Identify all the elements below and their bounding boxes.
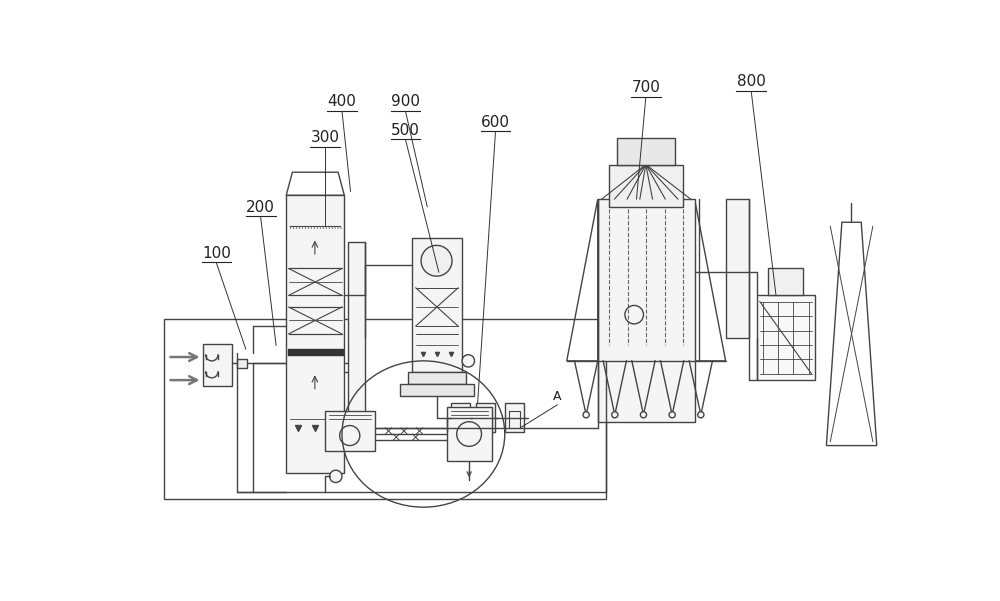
Bar (202, 344, 232, 386)
Circle shape (462, 355, 475, 367)
Bar (348, 242, 365, 434)
Bar (617, 138, 675, 165)
Bar (400, 384, 474, 395)
Bar (412, 237, 462, 373)
Text: 900: 900 (391, 94, 420, 109)
Circle shape (583, 412, 589, 418)
Bar (768, 269, 803, 296)
Circle shape (330, 470, 342, 483)
Circle shape (640, 412, 647, 418)
Bar (447, 407, 492, 461)
Circle shape (698, 412, 704, 418)
Text: A: A (553, 390, 562, 403)
Bar (505, 403, 524, 433)
Bar (757, 296, 815, 380)
Bar (164, 319, 606, 499)
Circle shape (612, 412, 618, 418)
Bar (288, 349, 343, 355)
Text: 700: 700 (631, 80, 660, 95)
Bar (325, 411, 375, 451)
Bar (286, 195, 344, 472)
Text: 600: 600 (481, 115, 510, 130)
Text: 300: 300 (310, 130, 339, 145)
Circle shape (421, 245, 452, 276)
Text: 200: 200 (246, 200, 275, 215)
Bar (609, 165, 683, 207)
Text: 400: 400 (328, 94, 356, 109)
Text: 500: 500 (391, 123, 420, 138)
Text: 800: 800 (737, 74, 766, 89)
Bar (237, 359, 247, 368)
Bar (408, 373, 466, 384)
Bar (476, 403, 495, 433)
Circle shape (669, 412, 675, 418)
Text: 100: 100 (202, 246, 231, 261)
Bar (598, 199, 695, 423)
Bar (726, 199, 749, 338)
Bar (450, 403, 470, 433)
